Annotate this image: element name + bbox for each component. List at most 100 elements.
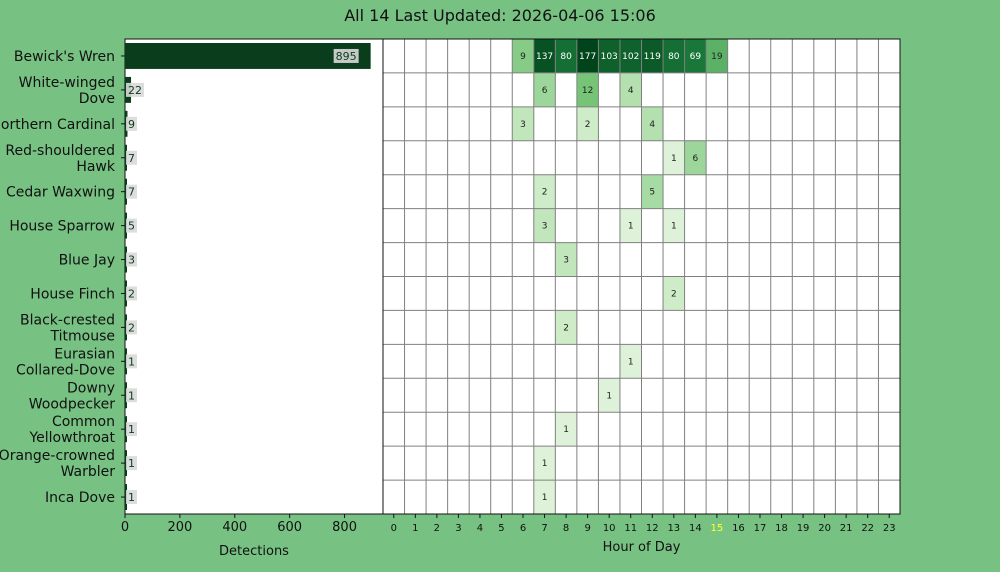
heatmap-cell	[555, 412, 577, 447]
heatmap-cell	[619, 344, 642, 379]
heatmap-cell	[684, 39, 707, 73]
bar-value-label-bg	[126, 388, 137, 403]
bar-value-label-bg	[126, 218, 137, 233]
heatmap-cell-label: 3	[520, 120, 526, 130]
heatmap-cell-label: 1	[671, 222, 677, 232]
heatmap-cell	[641, 106, 664, 141]
heatmap-cell-label: 80	[560, 52, 572, 62]
chart-title: All 14 Last Updated: 2026-04-06 15:06	[344, 6, 656, 25]
heatmap-cell-label: 80	[668, 52, 680, 62]
hour-tick-label: 21	[840, 523, 853, 534]
category-label: Orange-crowned	[0, 448, 115, 464]
heatmap-cell-label: 4	[649, 120, 655, 130]
category-label: House Finch	[30, 286, 115, 302]
heatmap-cell	[512, 39, 534, 73]
bar-value-label: 1	[128, 389, 135, 402]
category-label: Hawk	[76, 159, 116, 175]
bar-value-label: 3	[128, 254, 135, 267]
heatmap-cell-label: 1	[563, 425, 569, 435]
heatmap-cell-label: 1	[628, 222, 634, 232]
heatmap-cell-label: 19	[711, 52, 723, 62]
heatmap-cell	[619, 39, 642, 73]
heatmap-cell	[576, 39, 599, 73]
heatmap-cell-label: 9	[520, 52, 526, 62]
heatmap-cell-label: 137	[536, 52, 553, 62]
hour-tick-label: 7	[541, 523, 547, 534]
category-label: Inca Dove	[45, 490, 115, 506]
heatmap-cell-label: 2	[585, 120, 591, 130]
category-label: Red-shouldered	[5, 143, 115, 159]
hour-tick-label: 1	[412, 523, 418, 534]
heatmap-cell	[533, 208, 556, 243]
heatmap-cell-label: 3	[563, 256, 569, 266]
bar-value-label-bg	[126, 150, 137, 165]
bar-value-label-bg	[126, 82, 144, 97]
bar-value-label: 22	[128, 84, 142, 97]
heatmap-cell	[663, 140, 685, 175]
bar-value-label: 7	[128, 152, 135, 165]
heatmap-cell	[663, 208, 685, 243]
hour-tick-label: 8	[563, 523, 569, 534]
heatmap-cell-label: 1	[606, 391, 612, 401]
hour-tick-label: 17	[754, 523, 767, 534]
heatmap-cell-label: 2	[563, 323, 569, 333]
hour-tick-label: 14	[689, 523, 702, 534]
heatmap-cell-label: 119	[644, 52, 661, 62]
heatmap-cell-label: 5	[649, 188, 655, 198]
category-label: Woodpecker	[29, 396, 115, 412]
category-label: Titmouse	[50, 328, 115, 344]
heatmap-cell-label: 103	[601, 52, 618, 62]
bar-value-label: 5	[128, 220, 135, 233]
heatmap-cell-label: 12	[582, 86, 593, 96]
x-tick-label: 600	[277, 520, 302, 535]
category-label: Northern Cardinal	[0, 117, 115, 133]
bar-value-label: 1	[128, 491, 135, 504]
heatmap-cell	[533, 174, 556, 209]
bar-value-label-bg	[333, 48, 359, 63]
heatmap-cell	[555, 242, 577, 277]
hour-tick-label: 19	[797, 523, 810, 534]
heatmap-cell	[663, 39, 685, 73]
category-label: Eurasian	[54, 346, 115, 362]
hour-tick-label: 2	[434, 523, 440, 534]
heatmap-cell	[555, 310, 577, 345]
category-label: House Sparrow	[9, 219, 115, 235]
hour-tick-label: 4	[477, 523, 483, 534]
bar-value-label-bg	[126, 456, 137, 471]
heatmap-cell	[684, 140, 707, 175]
bar-plot-area	[124, 38, 384, 515]
bar-value-label: 7	[128, 186, 135, 199]
heatmap-cell	[663, 276, 685, 311]
bar-value-label: 1	[128, 457, 135, 470]
bar-value-label-bg	[126, 320, 137, 335]
hour-tick-label: 9	[584, 523, 590, 534]
x-axis-label: Hour of Day	[603, 540, 681, 555]
hour-tick-label: 3	[455, 523, 461, 534]
heatmap-cell	[533, 39, 556, 73]
bar	[125, 43, 371, 69]
bar-value-label-bg	[126, 252, 137, 267]
bar-value-label: 9	[128, 118, 135, 131]
category-label: Yellowthroat	[28, 430, 115, 446]
heatmap-cell	[512, 106, 534, 141]
heatmap-cell-label: 2	[671, 289, 677, 299]
hour-tick-label: 20	[818, 523, 831, 534]
heatmap-cell	[533, 480, 556, 514]
x-tick-label: 400	[222, 520, 247, 535]
category-label: Common	[52, 414, 115, 430]
category-label: Cedar Waxwing	[6, 185, 115, 201]
hour-tick-label: 12	[646, 523, 659, 534]
category-label: Dove	[79, 91, 115, 107]
heatmap-cell-label: 2	[542, 188, 548, 198]
heatmap-cell	[555, 39, 577, 73]
hour-tick-label: 5	[498, 523, 504, 534]
bar-value-label-bg	[126, 354, 137, 369]
heatmap-cell-label: 6	[692, 154, 698, 164]
hour-tick-label: 6	[520, 523, 526, 534]
hour-tick-label: 13	[667, 523, 680, 534]
heatmap-cell-label: 6	[542, 86, 548, 96]
heatmap-cell-label: 4	[628, 86, 634, 96]
bar-value-label-bg	[126, 490, 137, 505]
